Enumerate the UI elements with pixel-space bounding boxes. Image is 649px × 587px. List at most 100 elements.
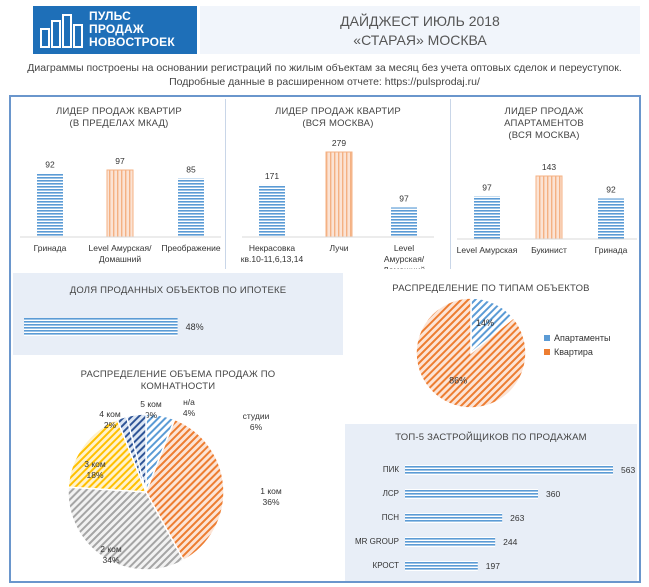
- mortgage-bar-chart: 48%: [24, 318, 204, 336]
- bar: [535, 175, 563, 240]
- category-label: КРОСТ: [373, 561, 400, 570]
- pie-slice: [67, 486, 185, 571]
- developers-bar-chart: ПИК 563 ЛСР 360 ПСН 263 MR GROUP 244 КРОСТ 197: [355, 465, 635, 571]
- bar: [405, 537, 496, 547]
- category-label: Гринада: [595, 245, 628, 255]
- data-label: 263: [510, 513, 524, 523]
- chart-panel-rooms: РАСПРЕДЕЛЕНИЕ ОБЪЕМА ПРОДАЖ ПО КОМНАТНОС…: [13, 357, 343, 581]
- data-label: 85: [186, 164, 196, 174]
- slice-category-label: 2 ком: [100, 544, 122, 554]
- types-pie-chart: 14% 86% Апартаменты Квартира: [415, 297, 610, 409]
- slice-value-label: 18%: [86, 470, 103, 480]
- bar: [405, 561, 478, 571]
- bar: [598, 198, 624, 239]
- data-label: 92: [45, 159, 55, 169]
- category-label: Домашний: [383, 265, 425, 269]
- data-label: 279: [332, 138, 346, 148]
- data-label: 48%: [186, 322, 204, 332]
- data-label: 360: [546, 489, 560, 499]
- bar: [37, 173, 63, 237]
- data-label: 563: [621, 465, 635, 475]
- category-label: Преображение: [161, 243, 220, 253]
- bar: [474, 196, 500, 239]
- data-label: 143: [542, 162, 556, 172]
- chart-panel-mortgage: ДОЛЯ ПРОДАННЫХ ОБЪЕКТОВ ПО ИПОТЕКЕ 48%: [13, 273, 343, 355]
- subtitle-line-1: Диаграммы построены на основании регистр…: [27, 62, 622, 74]
- chart-title: ДОЛЯ ПРОДАННЫХ ОБЪЕКТОВ ПО ИПОТЕКЕ: [69, 285, 287, 296]
- chart-title: ЛИДЕР ПРОДАЖ КВАРТИР (В ПРЕДЕЛАХ МКАД): [56, 106, 182, 129]
- logo-line-1: ПУЛЬС: [89, 9, 132, 23]
- slice-label: 86%: [449, 375, 467, 385]
- pie-slice: [145, 418, 225, 562]
- category-label: Level Амурская/: [88, 243, 152, 253]
- bar: [405, 489, 539, 499]
- category-label: кв.10-11,6,13,14: [241, 254, 304, 264]
- digest-title: ДАЙДЖЕСТ ИЮЛЬ 2018 «СТАРАЯ» МОСКВА: [200, 6, 640, 54]
- data-label: 244: [503, 537, 517, 547]
- slice-value-label: 4%: [183, 408, 196, 418]
- pie-slice: [415, 297, 527, 409]
- bar: [405, 465, 613, 475]
- category-label: ПСН: [382, 513, 400, 522]
- chart-panel-moscow: ЛИДЕР ПРОДАЖ КВАРТИР (ВСЯ МОСКВА) 171 Нек…: [226, 99, 451, 269]
- bar-chart-mkad: 92 Гринада 97 Level Амурская/Домашний 85 Прео…: [20, 156, 221, 264]
- chart-title: ЛИДЕР ПРОДАЖ АПАРТАМЕНТОВ (ВСЯ МОСКВА): [504, 106, 584, 141]
- brand-logo: ПУЛЬС ПРОДАЖ НОВОСТРОЕК: [33, 6, 197, 54]
- dashboard-frame: [9, 95, 641, 583]
- data-label: 97: [115, 156, 125, 166]
- legend-swatch: [544, 349, 550, 355]
- category-label: Некрасовка: [249, 243, 296, 253]
- bar: [405, 513, 503, 523]
- category-label: ЛСР: [383, 489, 399, 498]
- slice-value-label: 6%: [250, 422, 263, 432]
- logo-line-3: НОВОСТРОЕК: [89, 35, 175, 49]
- chart-title: ЛИДЕР ПРОДАЖ КВАРТИР (ВСЯ МОСКВА): [275, 106, 401, 129]
- data-label: 197: [486, 561, 500, 571]
- bar-chart-apartments: 97 Level Амурская 143 Букинист 92 Гринада: [457, 162, 637, 255]
- category-label: Амурская/: [384, 254, 425, 264]
- chart-panel-types: РАСПРЕДЕЛЕНИЕ ПО ТИПАМ ОБЪЕКТОВ 14% 86% Ап…: [345, 273, 637, 421]
- category-label: Level Амурская: [457, 245, 518, 255]
- chart-panel-developers: ТОП-5 ЗАСТРОЙЩИКОВ ПО ПРОДАЖАМ ПИК 563 ЛСР…: [345, 424, 637, 581]
- slice-value-label: 2%: [104, 420, 117, 430]
- data-label: 97: [399, 193, 409, 203]
- data-label: 171: [265, 171, 279, 181]
- legend-label: Квартира: [554, 347, 593, 357]
- slice-value-label: 34%: [102, 555, 119, 565]
- slice-label: 14%: [476, 318, 494, 328]
- bar: [24, 318, 178, 336]
- subtitle-line-2: Подробные данные в расширенном отчете: h…: [169, 76, 480, 88]
- category-label: Домашний: [99, 254, 141, 264]
- pie-slice: [67, 418, 148, 493]
- chart-title: РАСПРЕДЕЛЕНИЕ ПО ТИПАМ ОБЪЕКТОВ: [392, 283, 590, 294]
- slice-value-label: 36%: [262, 497, 279, 507]
- bar: [391, 207, 417, 237]
- bar: [106, 169, 134, 238]
- chart-panel-mkad: ЛИДЕР ПРОДАЖ КВАРТИР (В ПРЕДЕЛАХ МКАД) 9…: [13, 99, 226, 269]
- chart-panel-apartments: ЛИДЕР ПРОДАЖ АПАРТАМЕНТОВ (ВСЯ МОСКВА) 9…: [451, 99, 637, 269]
- slice-category-label: 4 ком: [99, 409, 121, 419]
- bar: [325, 151, 353, 238]
- legend-label: Апартаменты: [554, 333, 610, 343]
- data-label: 97: [482, 182, 492, 192]
- category-label: ПИК: [383, 465, 400, 474]
- slice-category-label: н/а: [183, 397, 195, 407]
- category-label: Лучи: [329, 243, 348, 253]
- slice-category-label: 5 ком: [140, 399, 162, 409]
- chart-title: ТОП-5 ЗАСТРОЙЩИКОВ ПО ПРОДАЖАМ: [395, 432, 587, 443]
- category-label: Гринада: [34, 243, 67, 253]
- category-label: MR GROUP: [355, 537, 399, 546]
- buildings-icon: [40, 14, 83, 48]
- category-label: Букинист: [531, 245, 567, 255]
- chart-title: РАСПРЕДЕЛЕНИЕ ОБЪЕМА ПРОДАЖ ПО КОМНАТНОС…: [80, 369, 276, 392]
- slice-category-label: 3 ком: [84, 459, 106, 469]
- title-line-2: «СТАРАЯ» МОСКВА: [353, 32, 487, 48]
- title-line-1: ДАЙДЖЕСТ ИЮЛЬ 2018: [340, 13, 500, 29]
- pie-slice: [125, 413, 147, 493]
- legend-swatch: [544, 335, 550, 341]
- slice-category-label: студии: [243, 411, 270, 421]
- slice-category-label: 1 ком: [260, 486, 282, 496]
- bar: [259, 184, 285, 237]
